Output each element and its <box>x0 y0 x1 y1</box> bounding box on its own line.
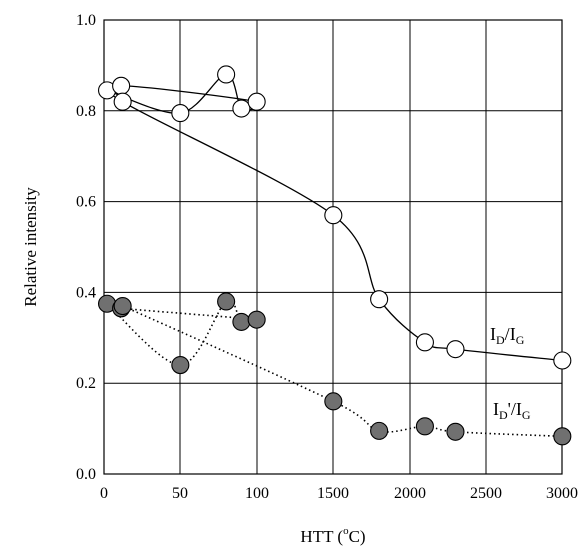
series-label-idprime-ig-a: I <box>493 399 499 419</box>
data-point <box>171 355 190 375</box>
data-point <box>324 392 343 411</box>
data-point <box>217 292 236 311</box>
y-tick-label: 0.2 <box>76 375 96 392</box>
x-tick-label: 3000 <box>546 485 578 502</box>
data-point <box>247 310 266 329</box>
series-label-id-ig-b: I <box>510 324 516 344</box>
data-point <box>232 99 251 118</box>
y-tick-label: 0.6 <box>76 194 96 211</box>
x-tick-labels: 0 50 100 1500 2000 2500 3000 <box>100 485 578 502</box>
series-label-id-ig-b-sub: G <box>516 333 525 347</box>
series-label-id-ig: ID/IG <box>490 324 525 347</box>
data-point <box>112 76 131 95</box>
data-point <box>113 92 132 111</box>
x-axis-title-main: HTT ( <box>300 527 343 546</box>
series-label-id-ig-a-sub: D <box>496 333 505 347</box>
data-point <box>446 422 465 441</box>
y-axis-title-text: Relative intensity <box>21 187 40 307</box>
data-point <box>171 104 190 123</box>
x-axis-title-sup: o <box>343 525 349 537</box>
y-tick-label: 0.8 <box>76 103 96 120</box>
data-point <box>324 206 343 225</box>
series-label-id-ig-slash: / <box>505 324 510 344</box>
series-layer <box>98 65 572 446</box>
data-point <box>553 351 572 370</box>
data-point <box>446 340 465 359</box>
plot-frame <box>103 19 563 475</box>
data-point <box>217 65 236 84</box>
data-point <box>232 312 251 331</box>
series-idprime-ig <box>98 292 572 446</box>
series-id-ig <box>98 65 572 370</box>
data-point <box>415 417 434 436</box>
x-axis-title: HTT (oC) <box>300 525 365 546</box>
data-point <box>370 421 389 440</box>
y-tick-label: 1.0 <box>76 12 96 29</box>
data-point <box>113 296 132 316</box>
x-tick-label: 0 <box>100 485 108 502</box>
x-tick-label: 2500 <box>470 485 502 502</box>
series-label-idprime-ig-b-sub: G <box>522 408 531 422</box>
data-point <box>370 290 389 309</box>
data-point <box>247 92 266 111</box>
x-tick-label: 2000 <box>394 485 426 502</box>
x-tick-label: 50 <box>172 485 188 502</box>
data-point <box>415 333 434 352</box>
y-tick-label: 0.4 <box>76 284 96 301</box>
series-label-idprime-ig-b: I <box>516 399 522 419</box>
y-tick-label: 0.0 <box>76 466 96 483</box>
x-axis-title-tail: C) <box>349 527 366 546</box>
series-label-id-ig-a: I <box>490 324 496 344</box>
series-label-idprime-ig: ID'/IG <box>493 399 531 422</box>
y-tick-labels: 0.0 0.2 0.4 0.6 0.8 1.0 <box>76 12 96 483</box>
y-axis-title: Relative intensity <box>21 187 40 307</box>
series-label-idprime-ig-a-sub: D <box>499 408 508 422</box>
x-tick-label: 100 <box>245 485 269 502</box>
x-tick-label: 1500 <box>317 485 349 502</box>
data-point <box>553 427 572 446</box>
series-label-idprime-ig-slash: '/ <box>508 399 516 419</box>
